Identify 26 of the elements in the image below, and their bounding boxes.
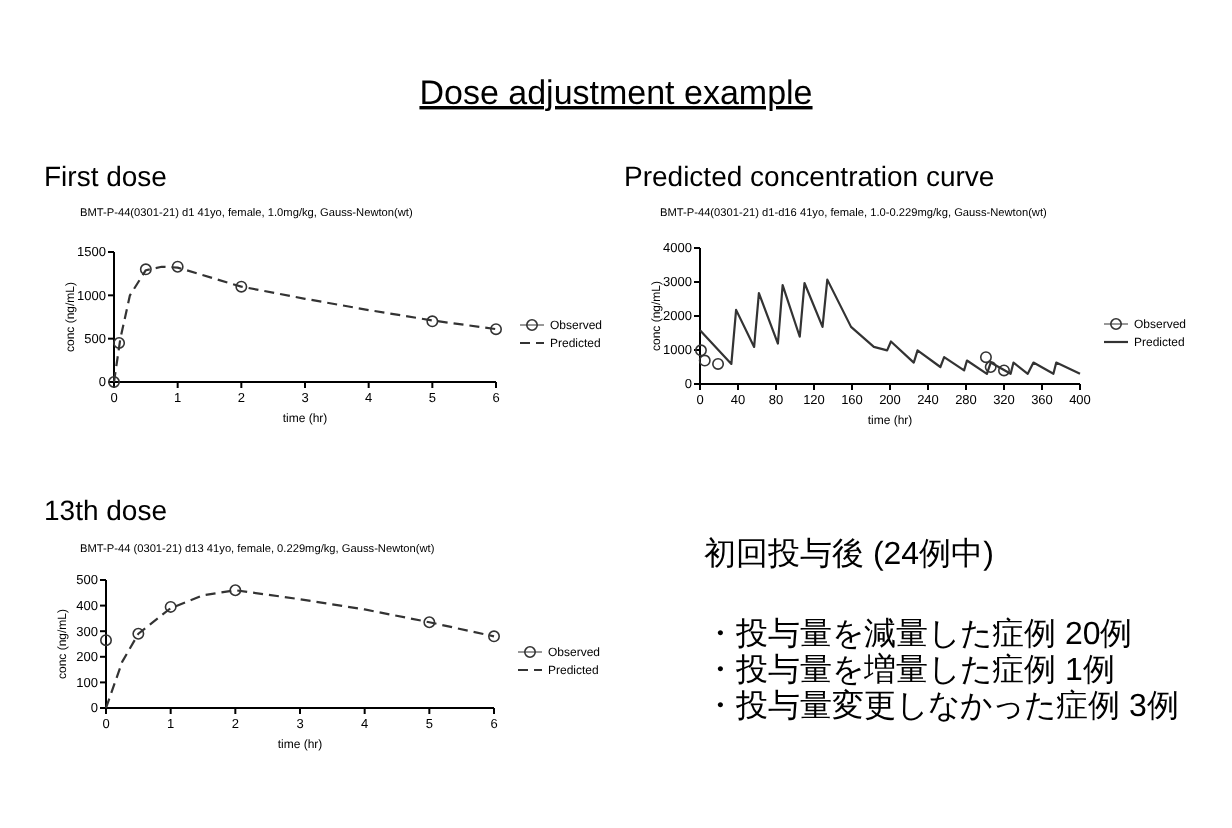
point: [490, 323, 502, 336]
text: 初回投与後 (24例中): [704, 536, 994, 572]
point: [229, 584, 242, 597]
point: [100, 634, 112, 647]
chart-title: Predicted concentration curve: [624, 160, 995, 192]
point: [132, 627, 145, 640]
text: ・投与量を増量した症例 1例: [704, 652, 1115, 688]
point: [171, 260, 184, 273]
point: [426, 315, 439, 328]
point: [979, 351, 992, 364]
point: [164, 600, 177, 613]
point: [698, 354, 711, 367]
point: [712, 357, 725, 370]
point: [998, 364, 1010, 377]
point: [694, 344, 707, 357]
chart-title: First dose: [44, 160, 168, 192]
point: [423, 616, 436, 629]
point: [139, 263, 152, 276]
chart-title: 13th dose: [44, 494, 168, 526]
text: ・投与量変更しなかった症例 3例: [704, 688, 1179, 724]
point: [488, 630, 500, 643]
text: ・投与量を減量した症例 20例: [704, 616, 1133, 652]
point: [235, 280, 248, 293]
point: [113, 337, 126, 349]
point: [984, 361, 997, 373]
text: Dose adjustment example: [419, 74, 813, 112]
